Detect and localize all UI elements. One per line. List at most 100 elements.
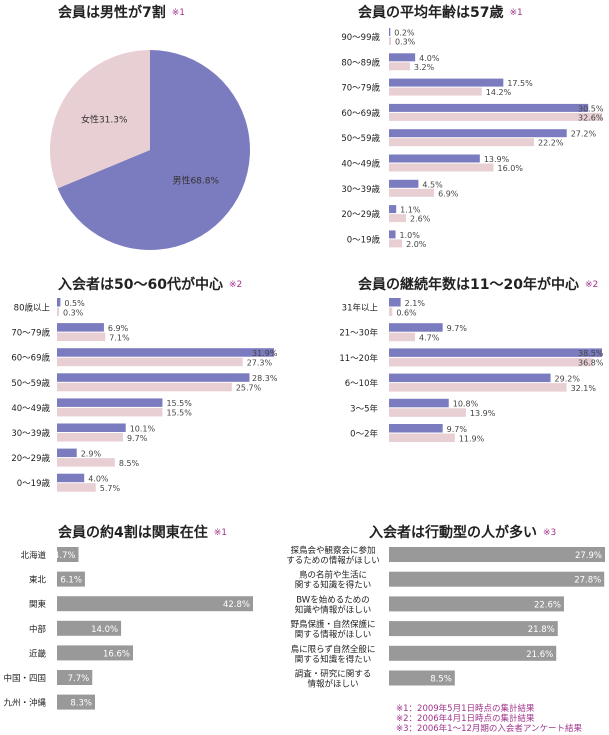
category-label: 20～29歳: [11, 453, 50, 464]
data-label: 25.7%: [236, 384, 262, 393]
category-label: 20～29歳: [341, 209, 380, 220]
bar: [57, 458, 115, 467]
data-label: 6.9%: [438, 189, 459, 198]
bar: [389, 323, 443, 332]
category-label: 中部: [29, 624, 47, 635]
bar: [389, 307, 393, 316]
data-label: 0.3%: [395, 38, 416, 47]
bar: [389, 424, 443, 433]
membership-years-bar-chart: 31年以上 2.1%0.6% 21～30年 9.7% 4.7% 11～20年 38.5%36…: [339, 298, 604, 443]
pie-slice-label: 女性31.3%: [81, 113, 128, 125]
footnote-3: ※3：2006年1～12月期の入会者アンケート結果: [396, 724, 583, 734]
bar: [389, 87, 482, 96]
data-label: 17.5%: [507, 79, 533, 88]
category-label: 31年以上: [342, 303, 379, 314]
bar: [57, 332, 106, 342]
category-label: 80～89歳: [341, 57, 380, 68]
data-label: 36.8%: [578, 359, 604, 368]
data-label: 4.5%: [422, 180, 443, 189]
data-label: 1.0%: [400, 231, 421, 240]
data-label: 21.8%: [528, 625, 555, 635]
data-label: 29.2%: [555, 374, 581, 383]
bar: [389, 53, 416, 62]
category-label: 中国・四国: [3, 673, 46, 684]
bar: [389, 298, 401, 307]
category-label: 40～49歳: [341, 159, 380, 170]
bar: [57, 596, 253, 612]
data-label: 10.8%: [453, 400, 479, 409]
category-label: 関する知識を得たい: [295, 654, 372, 665]
category-label: 鳥の名前や生活に: [299, 570, 367, 581]
category-label: 40～49歳: [11, 403, 50, 414]
data-label: 22.6%: [534, 600, 561, 610]
data-label: 27.2%: [571, 130, 597, 139]
data-label: 4.0%: [88, 474, 109, 483]
category-label: 情報がほしい: [307, 679, 358, 690]
bar: [57, 620, 122, 636]
data-label: 6.1%: [60, 576, 82, 586]
data-label: 1.1%: [400, 206, 421, 215]
bar: [389, 373, 551, 383]
data-label: 11.9%: [459, 434, 485, 443]
data-label: 28.3%: [252, 374, 278, 383]
category-label: 関する情報がほしい: [295, 629, 372, 640]
data-label: 27.9%: [575, 551, 602, 561]
bar: [57, 357, 243, 367]
bar: [389, 357, 593, 367]
data-label: 2.6%: [410, 215, 431, 224]
bar: [389, 239, 403, 248]
bar: [57, 448, 77, 458]
data-label: 22.2%: [538, 139, 564, 148]
category-label: 0～19歳: [17, 478, 51, 489]
category-label: 0～19歳: [347, 234, 381, 245]
footnote-2: ※2：2006年4月1日時点の集計結果: [396, 714, 535, 724]
category-label: 東北: [29, 575, 47, 586]
motive-panel: 入会者は行動型の人が多い ※3 探鳥会や観察会に参加 するための情報がほしい 27.9…: [275, 520, 609, 735]
data-label: 21.6%: [526, 650, 553, 660]
category-label: 30～39歳: [341, 184, 380, 195]
category-label: BWを始めるための: [296, 594, 369, 605]
data-label: 4.0%: [419, 54, 440, 63]
bar: [389, 112, 602, 121]
data-label: 15.5%: [166, 409, 192, 418]
bar: [389, 163, 494, 172]
bar: [57, 382, 232, 392]
data-label: 16.0%: [498, 164, 524, 173]
chart-title: 入会者は行動型の人が多い ※3: [369, 525, 557, 541]
bar: [57, 298, 61, 307]
chart-title: 会員の継続年数は11～20年が中心 ※2: [358, 277, 599, 293]
bar: [389, 433, 455, 442]
data-label: 2.9%: [81, 449, 102, 458]
bar: [57, 670, 93, 685]
bar: [389, 596, 564, 612]
data-label: 0.5%: [64, 299, 85, 308]
bar: [389, 78, 504, 87]
pie-panel: 会員は男性が7割 ※1 男性68.8% 女性31.3%: [0, 0, 300, 260]
bar: [389, 398, 449, 408]
data-label: 0.3%: [63, 308, 84, 317]
category-label: 11～20年: [339, 353, 378, 364]
chart-title: 会員は男性が7割 ※1: [58, 5, 186, 21]
category-label: 知識や情報がほしい: [295, 604, 372, 615]
data-label: 13.9%: [484, 155, 510, 164]
category-label: 探鳥会や観察会に参加: [290, 545, 375, 556]
category-label: 70～79歳: [341, 83, 380, 94]
category-label: 50～59歳: [11, 378, 50, 389]
region-panel: 会員の約4割は関東在住 ※1 北海道 4.7% 東北 6.1% 関東 42.8% 中部 14.0…: [0, 520, 300, 735]
bar: [389, 547, 605, 562]
data-label: 2.0%: [406, 240, 427, 249]
data-label: 9.7%: [447, 324, 468, 333]
bar: [389, 348, 602, 357]
bar: [57, 407, 163, 417]
data-label: 38.5%: [578, 349, 604, 358]
bar: [389, 645, 557, 661]
region-bar-chart: 北海道 4.7% 東北 6.1% 関東 42.8% 中部 14.0% 近畿 16.6% 中国・四国 7…: [3, 547, 253, 710]
data-label: 2.1%: [405, 299, 426, 308]
bar: [389, 383, 567, 392]
category-label: 60～69歳: [11, 353, 50, 364]
bar: [57, 483, 96, 492]
category-label: 関東: [29, 599, 47, 610]
membership-years-panel: 会員の継続年数は11～20年が中心 ※2 31年以上 2.1% 0.6% 21～30年 9…: [304, 270, 609, 470]
category-label: 0～2年: [350, 429, 378, 440]
